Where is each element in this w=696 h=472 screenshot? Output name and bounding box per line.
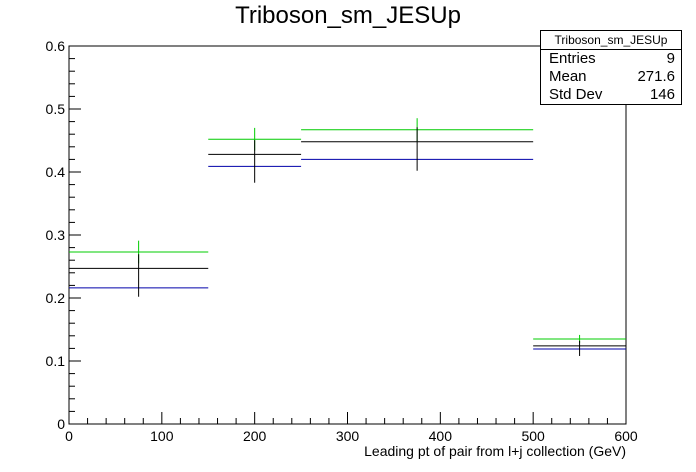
y-tick-label: 0.1 [46, 353, 66, 369]
stats-value: 146 [649, 86, 675, 103]
stats-row-mean: Mean 271.6 [541, 68, 681, 86]
x-tick-label: 300 [336, 428, 360, 444]
stats-row-stddev: Std Dev 146 [541, 86, 681, 104]
x-tick-label: 500 [521, 428, 545, 444]
stats-label: Entries [549, 50, 596, 67]
stats-value: 271.6 [637, 68, 675, 85]
stats-row-entries: Entries 9 [541, 50, 681, 68]
y-tick-label: 0.2 [46, 290, 66, 306]
stats-box: Triboson_sm_JESUp Entries 9 Mean 271.6 S… [540, 30, 682, 105]
stats-label: Mean [549, 68, 587, 85]
x-axis-label: Leading pt of pair from l+j collection (… [364, 443, 626, 459]
stats-value: 9 [666, 50, 675, 67]
y-tick-label: 0.6 [46, 38, 66, 54]
stats-label: Std Dev [549, 86, 603, 103]
x-tick-label: 200 [243, 428, 267, 444]
chart-title: Triboson_sm_JESUp [235, 2, 461, 29]
y-tick-label: 0.3 [46, 227, 66, 243]
y-tick-label: 0.4 [46, 164, 66, 180]
x-tick-label: 0 [65, 428, 73, 444]
x-tick-label: 100 [150, 428, 174, 444]
y-tick-label: 0 [57, 416, 65, 432]
stats-title: Triboson_sm_JESUp [541, 31, 681, 50]
y-tick-label: 0.5 [46, 101, 66, 117]
x-tick-label: 600 [614, 428, 638, 444]
x-tick-label: 400 [429, 428, 453, 444]
